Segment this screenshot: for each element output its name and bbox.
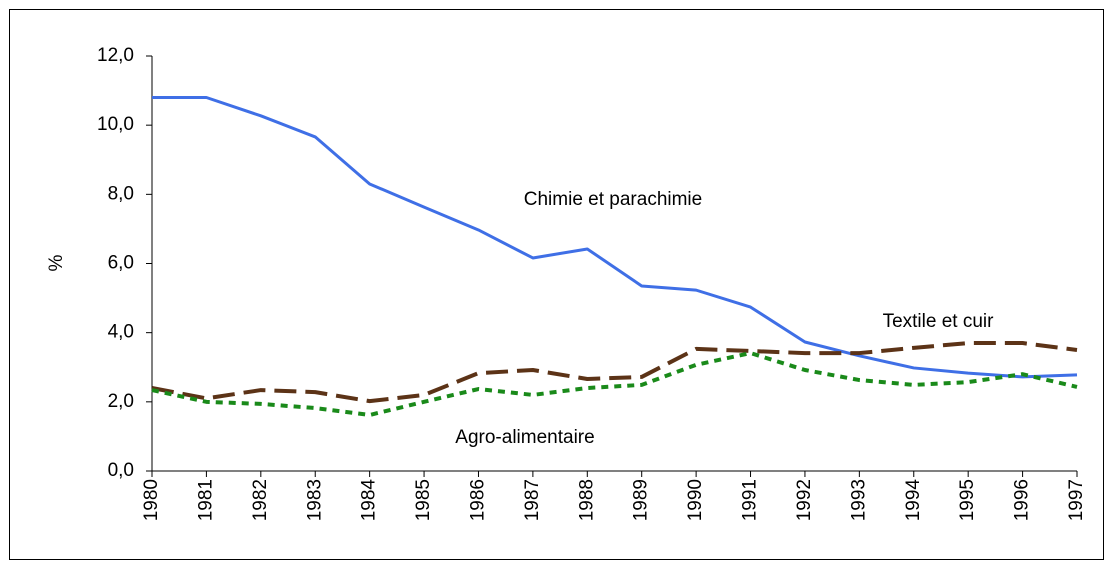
x-tick-label: 1986	[467, 479, 488, 521]
y-tick-label: 8,0	[108, 183, 134, 204]
series-line	[151, 341, 1078, 404]
x-tick-label: 1997	[1066, 479, 1087, 521]
x-tick-label: 1989	[631, 479, 652, 521]
x-tick-label: 1992	[794, 479, 815, 521]
x-tick-label: 1982	[250, 479, 271, 521]
x-tick-label: 1985	[413, 479, 434, 521]
x-tick-label: 1981	[195, 479, 216, 521]
x-tick-label: 1995	[957, 479, 978, 521]
y-tick-label: 10,0	[97, 114, 134, 135]
x-tick-label: 1994	[903, 479, 924, 522]
y-tick-label: 0,0	[108, 460, 134, 481]
x-tick-label: 1984	[359, 479, 380, 522]
series-line	[151, 351, 1078, 417]
x-tick-label: 1993	[848, 479, 869, 521]
y-tick-label: 12,0	[97, 45, 134, 66]
series-annotation: Textile et cuir	[883, 311, 995, 332]
series-annotation: Chimie et parachimie	[524, 189, 702, 210]
x-tick-label: 1996	[1012, 479, 1033, 521]
chart-border	[9, 9, 1104, 560]
x-tick-label: 1987	[522, 479, 543, 521]
x-tick-label: 1988	[576, 479, 597, 521]
series-annotation: Agro-alimentaire	[455, 427, 594, 448]
y-tick-label: 4,0	[108, 322, 134, 343]
y-tick-label: 6,0	[108, 253, 134, 274]
x-tick-label: 1980	[141, 479, 162, 521]
y-axis-label: %	[46, 254, 67, 271]
y-tick-label: 2,0	[108, 391, 134, 412]
x-tick-label: 1991	[740, 479, 761, 521]
x-tick-label: 1990	[685, 479, 706, 521]
series-line	[152, 96, 1078, 379]
x-tick-label: 1983	[304, 479, 325, 521]
